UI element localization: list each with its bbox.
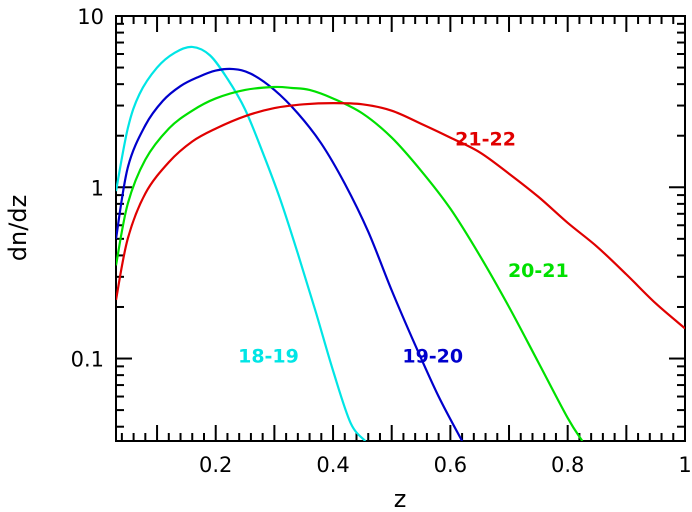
series-line-19-20 (116, 67, 464, 441)
x-tick-label: 0.6 (434, 453, 467, 477)
series-label-20-21: 20-21 (508, 260, 569, 282)
x-tick-label: 0.8 (551, 453, 584, 477)
x-axis-title: z (394, 485, 407, 512)
series-line-21-22 (116, 102, 685, 330)
series-lines (116, 45, 685, 441)
series-label-18-19: 18-19 (238, 345, 299, 367)
series-line-18-19 (116, 45, 367, 441)
x-tick-label: 0.4 (316, 453, 349, 477)
series-label-19-20: 19-20 (402, 345, 463, 367)
y-tick-label: 10 (77, 5, 104, 29)
y-tick-label: 1 (91, 176, 104, 200)
axis-ticks (116, 15, 686, 441)
plot-frame (115, 15, 686, 442)
x-tick-label: 1 (678, 453, 691, 477)
x-tick-label: 0.2 (199, 453, 232, 477)
y-axis-title: dn/dz (4, 195, 32, 261)
series-labels: 18-19 19-20 20-21 21-22 (238, 129, 569, 368)
series-label-21-22: 21-22 (455, 129, 516, 151)
y-tick-label: 0.1 (71, 348, 104, 372)
tick-labels: 0.2 0.4 0.6 0.8 1 0.1 1 10 (71, 5, 692, 477)
series-line-20-21 (116, 85, 584, 441)
